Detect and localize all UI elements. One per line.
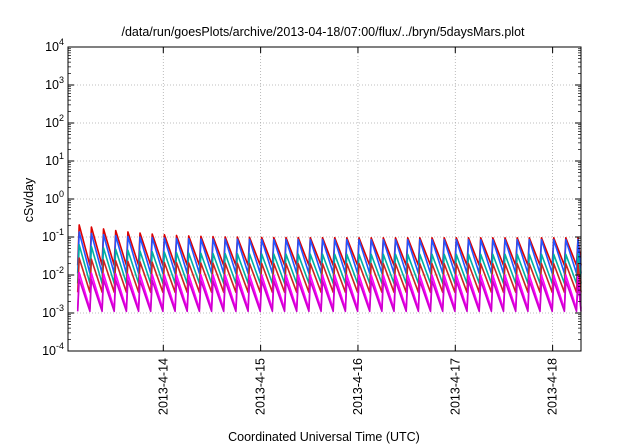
y-tick-label: 10-3 [42, 303, 64, 320]
y-axis: 10-4 10-3 10-2 10-1 100 101 102 103 104 [42, 37, 581, 358]
y-tick-label: 10-1 [42, 227, 64, 244]
y-tick-label: 101 [45, 151, 64, 168]
series-group [76, 224, 582, 313]
x-axis: 2013-4-14 2013-4-15 2013-4-16 2013-4-17 2013… [156, 47, 560, 415]
series-line-6 [76, 278, 582, 313]
y-axis-label: cSv/day [22, 177, 36, 222]
x-tick-label: 2013-4-18 [546, 358, 560, 415]
x-tick-label: 2013-4-14 [156, 358, 170, 415]
x-tick-label: 2013-4-16 [351, 358, 365, 415]
y-tick-label: 103 [45, 75, 64, 92]
chart-title: /data/run/goesPlots/archive/2013-04-18/0… [121, 25, 525, 39]
x-axis-label: Coordinated Universal Time (UTC) [228, 430, 420, 444]
y-tick-label: 100 [45, 189, 64, 206]
y-tick-label: 102 [45, 113, 64, 130]
y-tick-label: 10-2 [42, 265, 64, 282]
x-tick-label: 2013-4-15 [254, 358, 268, 415]
y-tick-label: 10-4 [42, 341, 64, 358]
y-tick-label: 104 [45, 37, 64, 54]
x-tick-label: 2013-4-17 [448, 358, 462, 415]
